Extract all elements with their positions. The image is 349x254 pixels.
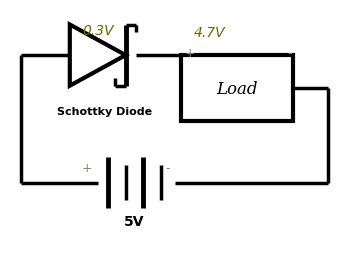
Text: +: + bbox=[82, 161, 92, 174]
Text: -: - bbox=[288, 47, 292, 60]
Bar bbox=[181, 56, 293, 122]
Text: +: + bbox=[185, 47, 195, 60]
Text: Load: Load bbox=[217, 81, 258, 97]
Text: 4.7V: 4.7V bbox=[194, 26, 225, 40]
Text: Schottky Diode: Schottky Diode bbox=[57, 107, 152, 117]
Text: 5V: 5V bbox=[124, 214, 144, 228]
Text: -: - bbox=[165, 161, 170, 174]
Text: 0.3V: 0.3V bbox=[82, 24, 113, 37]
